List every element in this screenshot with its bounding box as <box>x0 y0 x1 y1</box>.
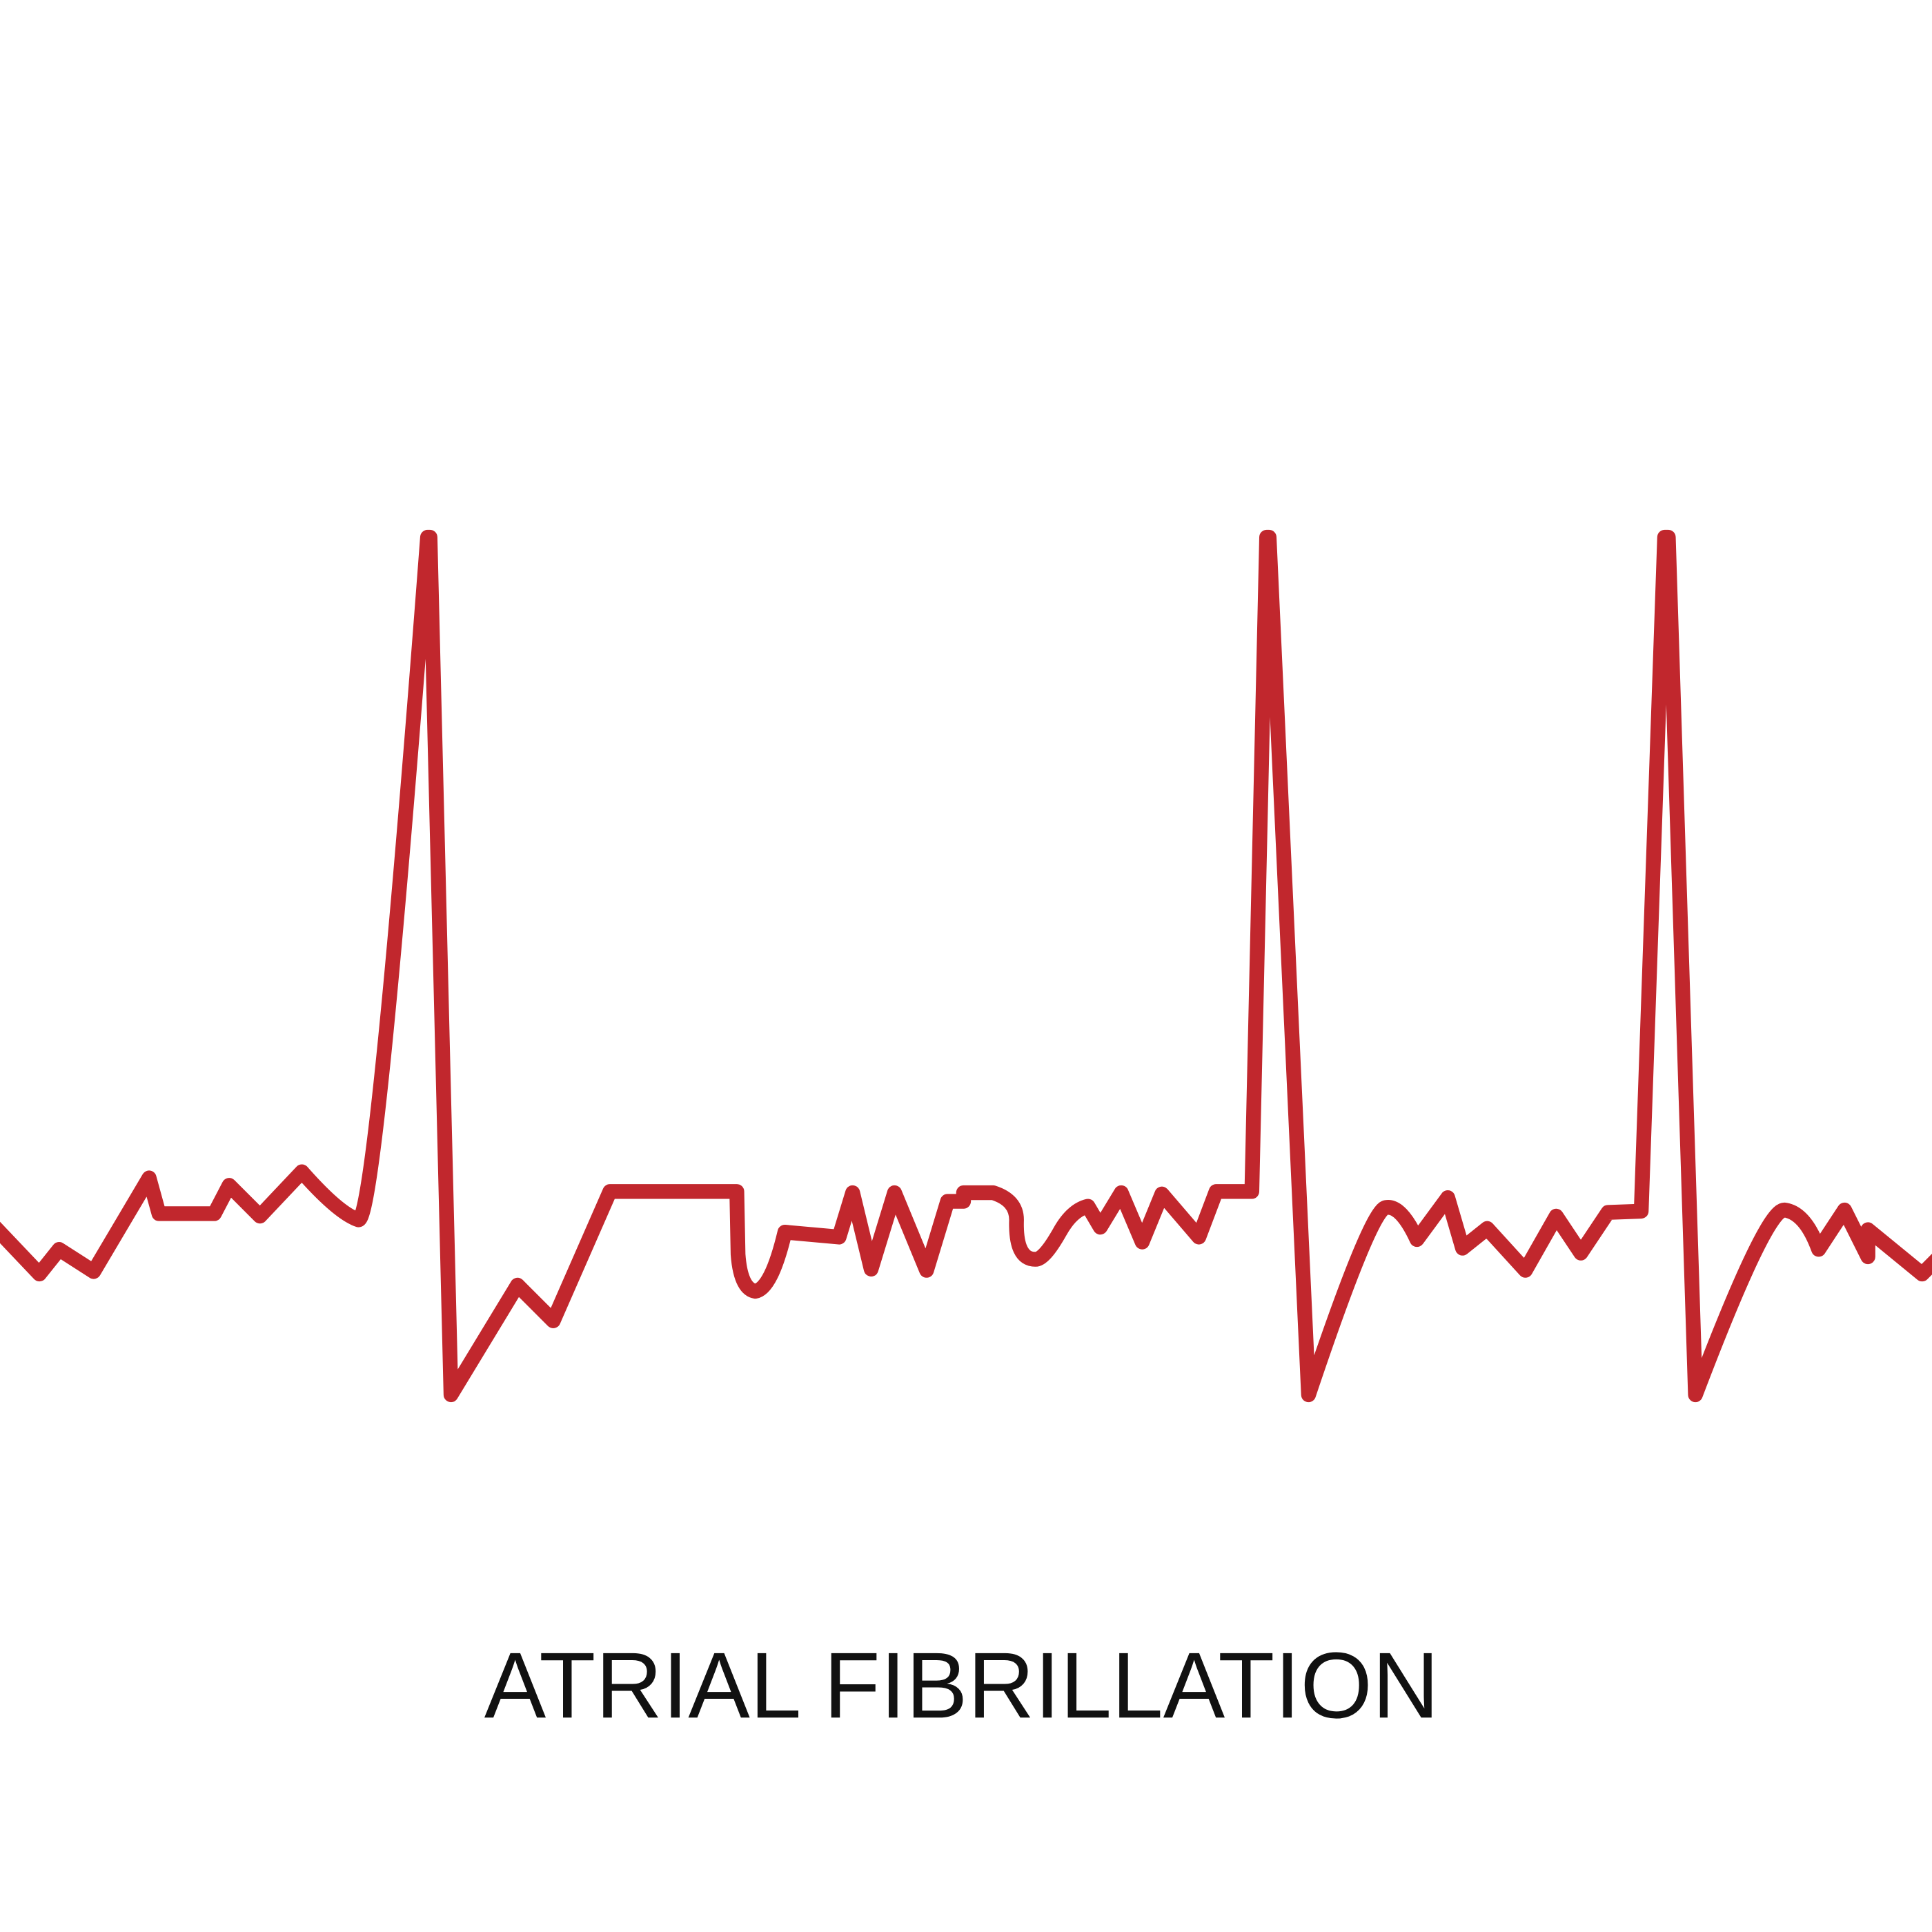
ecg-trace <box>0 529 1932 1403</box>
illustration-title: ATRIAL FIBRILLATION <box>484 1633 1439 1737</box>
